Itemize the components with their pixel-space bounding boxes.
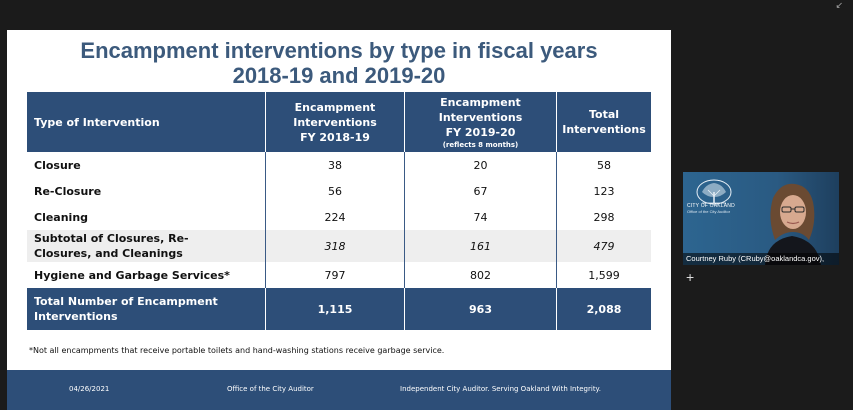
slide-title-line1: Encampment interventions by type in fisc… [80, 38, 598, 63]
minimize-icon[interactable]: ↙ [835, 0, 843, 10]
header-total: Total Interventions [556, 92, 651, 152]
slide-title: Encampment interventions by type in fisc… [7, 38, 671, 88]
subtotal-row: Subtotal of Closures, Re- Closures, and … [27, 230, 651, 262]
row-total: 298 [556, 204, 651, 230]
header-fy1920: Encampment Interventions FY 2019-20 (ref… [404, 92, 557, 152]
participant-name-label: Courtney Ruby (CRuby@oaklandca.gov), [683, 253, 839, 265]
row-fy1920: 74 [404, 204, 557, 230]
row-type: Re-Closure [34, 184, 102, 198]
header-type: Type of Intervention [27, 92, 266, 152]
row-fy1819: 224 [265, 204, 405, 230]
footer-office: Office of the City Auditor [227, 385, 314, 393]
row-type: Subtotal of Closures, Re- Closures, and … [34, 232, 189, 260]
shared-slide: Encampment interventions by type in fisc… [7, 30, 671, 410]
row-total: 2,088 [556, 288, 651, 330]
row-type: Total Number of Encampment Interventions [34, 295, 218, 323]
logo-office-name: Office of the City Auditor [687, 209, 731, 214]
row-fy1819: 1,115 [265, 288, 405, 330]
row-total: 1,599 [556, 262, 651, 288]
header-fy1819: Encampment Interventions FY 2018-19 [265, 92, 405, 152]
row-fy1819: 56 [265, 178, 405, 204]
participant-video-tile[interactable]: CITY OF OAKLAND Office of the City Audit… [683, 172, 839, 265]
table-row: Closure 38 20 58 [27, 152, 651, 178]
row-fy1819: 38 [265, 152, 405, 178]
footer-date: 04/26/2021 [69, 385, 110, 393]
row-fy1920: 963 [404, 288, 557, 330]
table-footnote: *Not all encampments that receive portab… [29, 346, 445, 355]
row-fy1920: 20 [404, 152, 557, 178]
oakland-tree-logo-icon [696, 179, 732, 205]
row-fy1920: 161 [404, 230, 557, 262]
row-type: Hygiene and Garbage Services* [34, 268, 230, 282]
crosshair-cursor-icon: + [686, 269, 695, 285]
row-total: 479 [556, 230, 651, 262]
table-header-row: Type of Intervention Encampment Interven… [27, 92, 651, 152]
logo-city-name: CITY OF OAKLAND [687, 203, 735, 209]
row-total: 123 [556, 178, 651, 204]
row-fy1819: 318 [265, 230, 405, 262]
participant-person-image [765, 183, 821, 265]
footer-tagline: Independent City Auditor. Serving Oaklan… [400, 385, 601, 393]
row-type: Cleaning [34, 210, 89, 224]
row-fy1920: 802 [404, 262, 557, 288]
header-fy1920-note: (reflects 8 months) [442, 140, 519, 149]
total-row: Total Number of Encampment Interventions… [27, 288, 651, 330]
row-fy1819: 797 [265, 262, 405, 288]
table-row: Re-Closure 56 67 123 [27, 178, 651, 204]
row-total: 58 [556, 152, 651, 178]
slide-title-line2: 2018-19 and 2019-20 [232, 63, 446, 88]
row-fy1920: 67 [404, 178, 557, 204]
interventions-table: Type of Intervention Encampment Interven… [27, 92, 651, 330]
table-row: Hygiene and Garbage Services* 797 802 1,… [27, 262, 651, 288]
slide-footer: 04/26/2021 Office of the City Auditor In… [7, 370, 671, 410]
table-row: Cleaning 224 74 298 [27, 204, 651, 230]
row-type: Closure [34, 158, 81, 172]
